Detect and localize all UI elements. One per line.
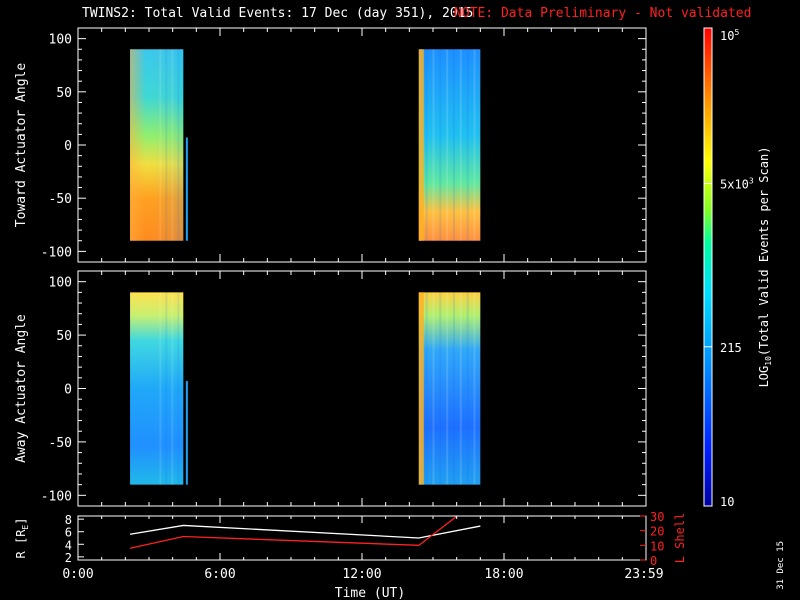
x-tick-label: 6:00: [204, 567, 235, 582]
scan-spike: [185, 137, 188, 241]
r-axis-label: R [RE]: [14, 518, 30, 559]
r-tick-label: 4: [65, 538, 72, 552]
y-tick-label: 0: [64, 139, 72, 154]
scan-spike: [185, 381, 188, 485]
preliminary-note: NOTE: Data Preliminary - Not validated: [454, 6, 752, 21]
r-series-line: [129, 524, 481, 539]
heatmap-streak: [177, 49, 180, 241]
colorbar-gradient: [704, 28, 712, 506]
lshell-series-line: [129, 516, 459, 549]
heatmap-streak: [466, 49, 469, 241]
x-tick-label: 0:00: [62, 567, 93, 582]
heatmap-block-1: [130, 292, 184, 485]
x-tick-label: 18:00: [484, 567, 523, 582]
lshell-tick-label: 10: [650, 539, 664, 553]
heatmap-block-2: [418, 292, 481, 485]
lshell-tick-label: 0: [650, 554, 657, 568]
heatmap-edge-band: [418, 49, 424, 241]
heatmap-streak: [159, 49, 162, 241]
y-tick-label: -100: [41, 245, 72, 260]
heatmap-streak: [432, 292, 435, 485]
r-tick-label: 8: [65, 513, 72, 527]
y-axis-label: Away Actuator Angle: [14, 314, 29, 463]
y-tick-label: 50: [56, 329, 72, 344]
lshell-axis-label: L Shell: [673, 513, 687, 564]
date-stamp: 31 Dec 15: [776, 541, 786, 590]
toward-panel: -100 -50 0 50 100 Toward Actuator Angle: [14, 27, 647, 263]
y-tick-label: 100: [49, 33, 72, 48]
y-axis-label: Toward Actuator Angle: [14, 63, 29, 228]
colorbar: 10 215 5x103 105 LOG10(Total Valid Events pe…: [703, 27, 773, 509]
title-row: TWINS2: Total Valid Events: 17 Dec (day …: [0, 6, 800, 24]
heatmap-streak: [466, 292, 469, 485]
heatmap-block-overlay: [130, 49, 184, 241]
y-tick-label: -50: [49, 192, 72, 207]
y-tick-label: 50: [56, 86, 72, 101]
y-tick-label: -50: [49, 436, 72, 451]
r-tick-label: 2: [65, 551, 72, 565]
heatmap-edge-band: [418, 292, 424, 485]
heatmap-streak: [459, 292, 462, 485]
lshell-tick-label: 20: [650, 525, 664, 539]
x-tick-label: 23:59: [624, 567, 663, 582]
heatmap-streak: [446, 49, 449, 241]
heatmap-streak: [425, 292, 428, 485]
heatmap-streak: [425, 49, 428, 241]
chart-title: TWINS2: Total Valid Events: 17 Dec (day …: [82, 6, 474, 21]
away-panel: -100 -50 0 50 100 Away Actuator Angle: [14, 270, 647, 507]
heatmap-streak: [165, 292, 168, 485]
colorbar-tick-label: 105: [720, 28, 739, 43]
colorbar-tick-label: 5x103: [720, 176, 754, 191]
heatmap-streak: [439, 49, 442, 241]
heatmap-streak: [165, 49, 168, 241]
heatmap-streak: [177, 292, 180, 485]
heatmap-streak: [432, 49, 435, 241]
y-tick-label: -100: [41, 489, 72, 504]
heatmap-streak: [159, 292, 162, 485]
heatmap-streak: [459, 49, 462, 241]
colorbar-label: LOG10(Total Valid Events per Scan): [757, 147, 773, 388]
x-axis-label: Time (UT): [335, 586, 405, 600]
x-tick-label: 12:00: [342, 567, 381, 582]
heatmap-streak: [171, 292, 174, 485]
heatmap-streak: [452, 292, 455, 485]
heatmap-streak: [439, 292, 442, 485]
heatmap-streak: [473, 292, 476, 485]
y-tick-label: 100: [49, 276, 72, 291]
heatmap-block-2: [418, 49, 481, 241]
y-tick-label: 0: [64, 383, 72, 398]
heatmap-streak: [452, 49, 455, 241]
r-tick-label: 6: [65, 526, 72, 540]
lshell-tick-label: 30: [650, 510, 664, 524]
heatmap-streak: [473, 49, 476, 241]
colorbar-tick-label: 10: [720, 495, 734, 509]
colorbar-tick-label: 215: [720, 341, 742, 355]
heatmap-streak: [171, 49, 174, 241]
heatmap-streak: [446, 292, 449, 485]
